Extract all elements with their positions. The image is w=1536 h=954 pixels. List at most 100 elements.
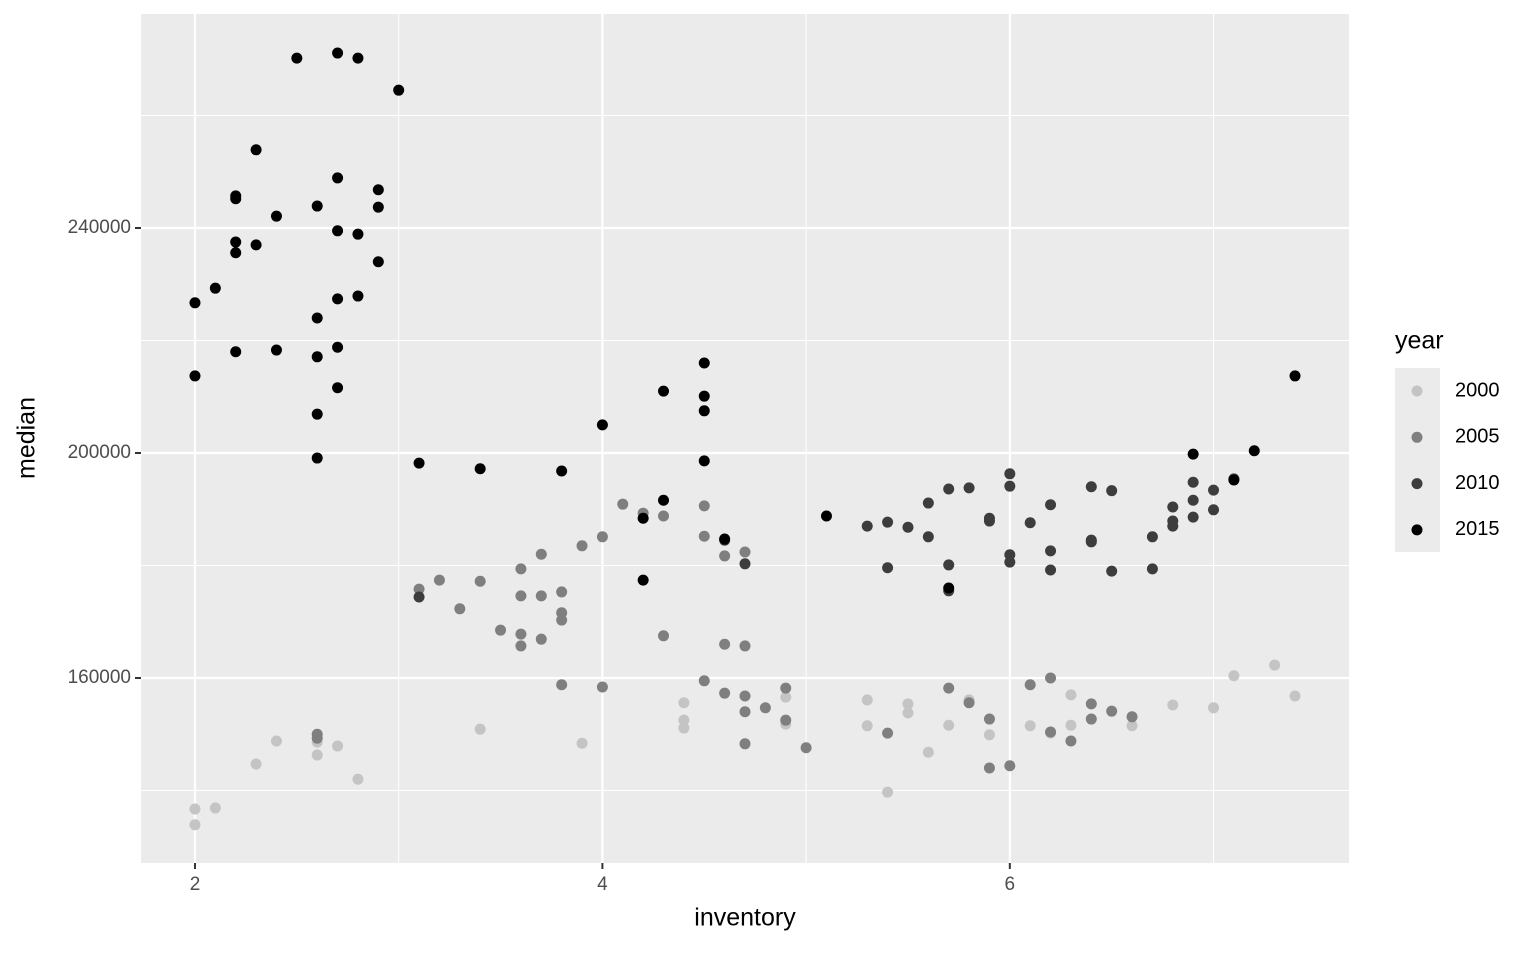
point (658, 510, 670, 522)
point (474, 723, 486, 735)
point (556, 465, 568, 477)
point (250, 144, 262, 156)
point (739, 546, 751, 558)
point (983, 729, 995, 741)
point (739, 738, 751, 750)
point (372, 201, 384, 213)
point (209, 282, 221, 294)
point (1045, 564, 1057, 576)
legend-label: 2005 (1455, 426, 1500, 448)
y-tick-label: 240000 (68, 217, 131, 238)
point (535, 633, 547, 645)
point (1187, 511, 1199, 523)
point (1106, 565, 1118, 577)
point (1289, 370, 1301, 382)
point (983, 713, 995, 725)
point (963, 482, 975, 494)
point (698, 675, 710, 687)
point (1187, 494, 1199, 506)
point (759, 702, 771, 714)
legend-keys (1395, 368, 1440, 552)
point (311, 312, 323, 324)
point (413, 583, 425, 595)
point (1106, 705, 1118, 717)
legend-key (1411, 431, 1423, 443)
point (515, 640, 527, 652)
point (393, 84, 405, 96)
point (1248, 445, 1260, 457)
point (270, 735, 282, 747)
point (698, 455, 710, 467)
point (311, 351, 323, 363)
point (576, 737, 588, 749)
point (719, 638, 731, 650)
point (1269, 659, 1281, 671)
point (882, 516, 894, 528)
point (270, 210, 282, 222)
point (332, 225, 344, 237)
y-tick-label: 160000 (68, 667, 131, 688)
point (1208, 484, 1220, 496)
legend-label: 2015 (1455, 518, 1500, 540)
point (311, 732, 323, 744)
point (250, 758, 262, 770)
point (189, 819, 201, 831)
point (1045, 545, 1057, 557)
point (311, 408, 323, 420)
y-tick-label: 200000 (68, 442, 131, 463)
point (372, 256, 384, 268)
point (1167, 501, 1179, 513)
point (780, 682, 792, 694)
point (352, 773, 364, 785)
point (230, 346, 242, 358)
point (556, 679, 568, 691)
point (1045, 726, 1057, 738)
x-tick-label: 2 (190, 874, 201, 895)
x-tick-label: 6 (1005, 874, 1016, 895)
point (861, 720, 873, 732)
legend-key (1411, 524, 1423, 536)
point (739, 558, 751, 570)
point (250, 239, 262, 251)
points (189, 47, 1301, 831)
point (943, 483, 955, 495)
point (189, 297, 201, 309)
point (637, 574, 649, 586)
point (230, 247, 242, 259)
point (332, 382, 344, 394)
point (698, 405, 710, 417)
point (902, 698, 914, 710)
point (291, 52, 303, 64)
point (882, 786, 894, 798)
point (311, 452, 323, 464)
point (515, 628, 527, 640)
point (943, 559, 955, 571)
point (1024, 679, 1036, 691)
point (943, 682, 955, 694)
point (230, 193, 242, 205)
point (270, 344, 282, 356)
point (1126, 720, 1138, 732)
x-tick-label: 4 (597, 874, 608, 895)
grid (141, 14, 1349, 863)
point (372, 184, 384, 196)
point (719, 687, 731, 699)
point (882, 727, 894, 739)
panel (141, 14, 1349, 863)
point (1085, 698, 1097, 710)
point (902, 707, 914, 719)
point (454, 603, 466, 615)
point (1045, 672, 1057, 684)
point (474, 575, 486, 587)
point (943, 582, 955, 594)
point (617, 498, 629, 510)
point (332, 172, 344, 184)
point (495, 624, 507, 636)
point (1065, 689, 1077, 701)
point (658, 494, 670, 506)
point (352, 228, 364, 240)
point (739, 640, 751, 652)
point (1004, 480, 1016, 492)
point (189, 370, 201, 382)
